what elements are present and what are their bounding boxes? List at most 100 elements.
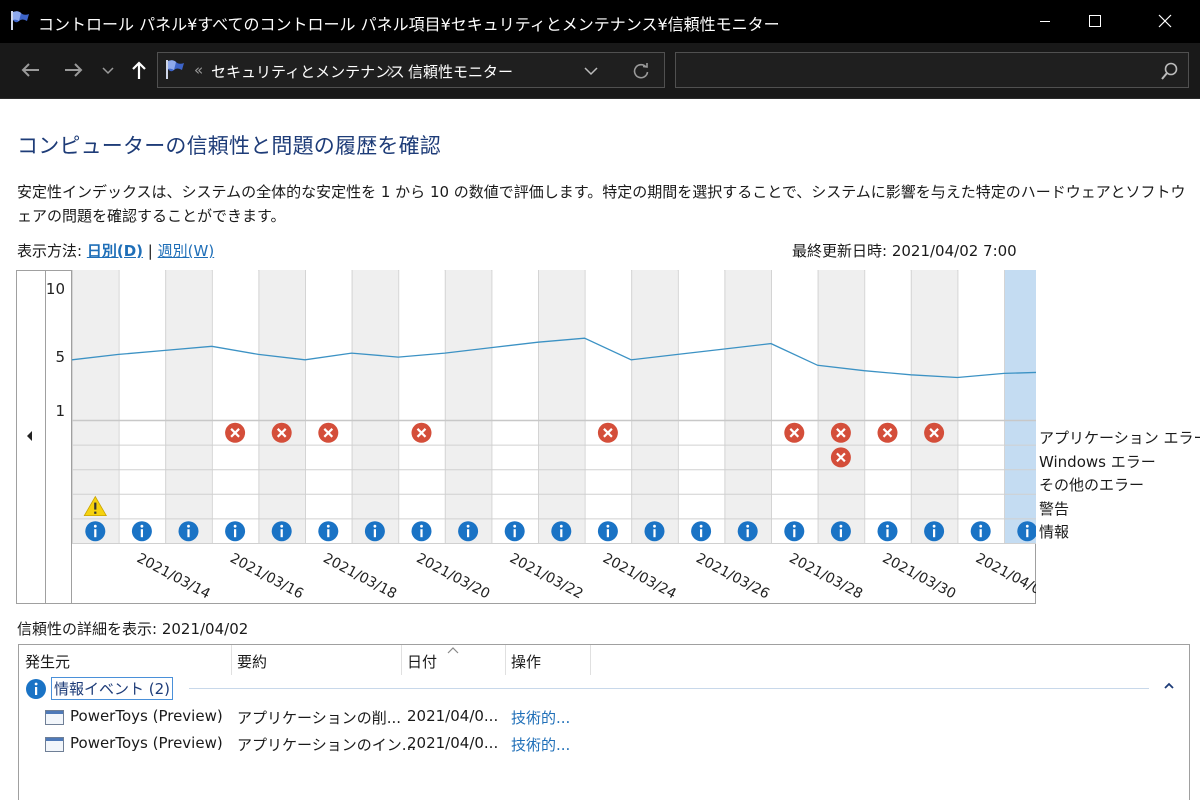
day-column[interactable]	[165, 270, 212, 543]
breadcrumb-security[interactable]: セキュリティとメンテナンス	[211, 63, 405, 81]
day-column[interactable]	[258, 270, 305, 543]
info-icon[interactable]	[784, 521, 805, 542]
info-icon[interactable]	[644, 521, 665, 542]
search-input[interactable]	[675, 52, 1189, 88]
info-icon[interactable]	[178, 521, 199, 542]
day-column[interactable]	[491, 270, 538, 543]
row-action-link[interactable]: 技術的...	[511, 709, 571, 727]
day-column[interactable]	[864, 270, 911, 543]
refresh-icon[interactable]	[631, 61, 651, 81]
info-icon[interactable]	[551, 521, 572, 542]
chevron-down-icon[interactable]	[583, 64, 599, 78]
day-column[interactable]	[118, 270, 166, 543]
info-icon[interactable]	[364, 521, 385, 542]
info-icon[interactable]	[85, 521, 106, 542]
maximize-button[interactable]	[1060, 0, 1130, 43]
error-icon[interactable]	[877, 422, 898, 443]
info-icon[interactable]	[411, 521, 432, 542]
minimize-button[interactable]	[1010, 0, 1080, 43]
day-column[interactable]	[211, 270, 259, 543]
info-icon[interactable]	[597, 521, 618, 542]
chevron-right-icon	[387, 65, 394, 77]
back-button[interactable]	[18, 55, 44, 85]
up-button[interactable]	[127, 55, 151, 85]
address-bar: « セキュリティとメンテナンス 信頼性モニター	[0, 43, 1200, 99]
day-column[interactable]	[724, 270, 771, 543]
column-action[interactable]: 操作	[511, 653, 542, 671]
column-divider[interactable]	[231, 645, 232, 675]
column-divider[interactable]	[505, 645, 506, 675]
view-separator: |	[147, 242, 153, 260]
address-box[interactable]: « セキュリティとメンテナンス 信頼性モニター	[157, 52, 665, 88]
scroll-left-icon[interactable]	[27, 431, 32, 441]
day-column[interactable]	[677, 270, 725, 543]
info-icon[interactable]	[504, 521, 525, 542]
error-icon[interactable]	[271, 422, 292, 443]
legend-application-errors: アプリケーション エラー	[1039, 429, 1200, 447]
day-column[interactable]	[305, 270, 352, 543]
info-icon[interactable]	[1017, 521, 1036, 542]
info-icon[interactable]	[737, 521, 758, 542]
collapse-icon[interactable]	[1162, 681, 1176, 691]
info-icon[interactable]	[691, 521, 712, 542]
error-icon[interactable]	[830, 422, 851, 443]
warning-icon[interactable]	[83, 495, 107, 516]
column-divider[interactable]	[590, 645, 591, 675]
row-action-link[interactable]: 技術的...	[511, 736, 571, 754]
info-icon[interactable]	[970, 521, 991, 542]
details-label: 信頼性の詳細を表示: 2021/04/02	[17, 620, 249, 638]
day-column[interactable]	[538, 270, 585, 543]
error-icon[interactable]	[318, 422, 339, 443]
info-icon[interactable]	[318, 521, 339, 542]
info-icon[interactable]	[924, 521, 945, 542]
day-column[interactable]	[351, 270, 399, 543]
recent-locations-button[interactable]	[99, 55, 117, 85]
day-column[interactable]	[444, 270, 492, 543]
table-row[interactable]: PowerToys (Preview) アプリケーションのイン... 2021/…	[19, 734, 1189, 760]
column-source[interactable]: 発生元	[25, 653, 71, 671]
arrow-right-icon	[65, 63, 83, 77]
day-column[interactable]	[771, 270, 818, 543]
row-source: PowerToys (Preview)	[70, 734, 223, 752]
close-button[interactable]	[1130, 0, 1200, 43]
breadcrumb-reliability[interactable]: 信頼性モニター	[408, 63, 514, 81]
chevron-down-icon	[102, 67, 114, 75]
legend-information: 情報	[1039, 523, 1070, 541]
table-row[interactable]: PowerToys (Preview) アプリケーションの削... 2021/0…	[19, 707, 1189, 733]
day-column[interactable]	[817, 270, 865, 543]
forward-button[interactable]	[60, 55, 86, 85]
column-date[interactable]: 日付	[407, 653, 438, 671]
day-column[interactable]	[584, 270, 632, 543]
info-icon[interactable]	[877, 521, 898, 542]
flag-icon	[166, 60, 184, 79]
day-column[interactable]	[631, 270, 678, 543]
info-events-group-label[interactable]: 情報イベント (2)	[51, 677, 174, 700]
breadcrumb-overflow[interactable]: «	[194, 61, 204, 79]
day-column[interactable]	[398, 270, 445, 543]
view-weekly-link[interactable]: 週別(W)	[157, 242, 215, 260]
error-icon[interactable]	[411, 422, 432, 443]
title-bar: コントロール パネル¥すべてのコントロール パネル項目¥セキュリティとメンテナン…	[0, 0, 1200, 43]
day-column[interactable]	[1004, 270, 1036, 543]
day-column[interactable]	[910, 270, 958, 543]
column-summary[interactable]: 要約	[237, 653, 268, 671]
info-icon[interactable]	[131, 521, 152, 542]
sort-ascending-icon	[447, 647, 459, 654]
column-divider[interactable]	[401, 645, 402, 675]
application-icon	[45, 710, 64, 725]
view-daily-link[interactable]: 日別(D)	[86, 242, 144, 260]
error-icon[interactable]	[830, 447, 851, 468]
legend-warnings: 警告	[1039, 500, 1070, 518]
info-icon[interactable]	[830, 521, 851, 542]
error-icon[interactable]	[924, 422, 945, 443]
info-icon[interactable]	[225, 521, 246, 542]
error-icon[interactable]	[597, 422, 618, 443]
info-icon[interactable]	[271, 521, 292, 542]
legend-other-errors: その他のエラー	[1039, 476, 1145, 494]
minimize-icon	[1040, 21, 1050, 22]
error-icon[interactable]	[225, 422, 246, 443]
info-icon[interactable]	[458, 521, 479, 542]
day-column[interactable]	[957, 270, 1004, 543]
error-icon[interactable]	[784, 422, 805, 443]
